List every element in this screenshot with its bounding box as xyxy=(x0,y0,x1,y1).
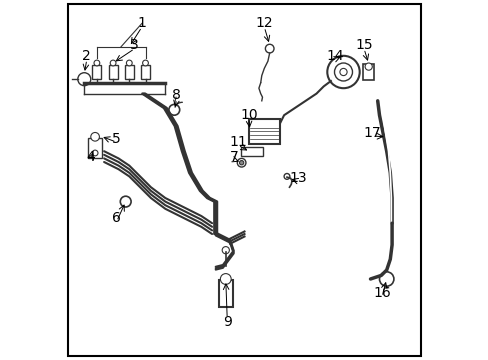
Text: 10: 10 xyxy=(240,108,257,122)
Bar xyxy=(241,148,262,157)
Bar xyxy=(92,65,101,79)
Circle shape xyxy=(110,60,116,66)
Circle shape xyxy=(326,56,359,88)
Text: 2: 2 xyxy=(82,49,91,63)
Circle shape xyxy=(92,150,98,156)
Bar xyxy=(88,138,102,158)
Circle shape xyxy=(168,104,179,115)
Circle shape xyxy=(91,132,99,141)
Circle shape xyxy=(239,161,244,165)
Circle shape xyxy=(222,247,229,254)
Text: 7: 7 xyxy=(229,150,238,163)
Bar xyxy=(124,65,134,79)
Bar xyxy=(108,65,117,79)
Circle shape xyxy=(78,73,91,86)
Text: 12: 12 xyxy=(255,17,273,30)
Circle shape xyxy=(339,68,346,76)
Circle shape xyxy=(126,60,132,66)
Circle shape xyxy=(379,272,393,286)
Text: 9: 9 xyxy=(223,315,231,329)
Circle shape xyxy=(237,158,245,167)
Text: 14: 14 xyxy=(326,49,344,63)
Text: 17: 17 xyxy=(363,126,380,140)
Circle shape xyxy=(142,60,148,66)
Text: 3: 3 xyxy=(130,38,139,52)
Text: 11: 11 xyxy=(229,135,246,149)
Text: 5: 5 xyxy=(112,132,121,145)
Text: 15: 15 xyxy=(354,38,372,52)
Bar xyxy=(363,64,373,80)
Text: 13: 13 xyxy=(288,171,306,185)
Text: 1: 1 xyxy=(137,17,146,30)
Text: 6: 6 xyxy=(112,211,121,225)
Circle shape xyxy=(284,174,289,179)
Text: 4: 4 xyxy=(86,150,95,163)
Bar xyxy=(219,280,232,307)
Text: 16: 16 xyxy=(372,287,390,300)
Bar xyxy=(248,119,279,144)
Circle shape xyxy=(334,63,352,81)
Text: 8: 8 xyxy=(172,89,181,102)
Bar xyxy=(141,65,150,79)
Circle shape xyxy=(94,60,100,66)
Circle shape xyxy=(265,44,273,53)
Circle shape xyxy=(120,196,131,207)
Circle shape xyxy=(220,274,231,284)
Circle shape xyxy=(365,63,371,70)
